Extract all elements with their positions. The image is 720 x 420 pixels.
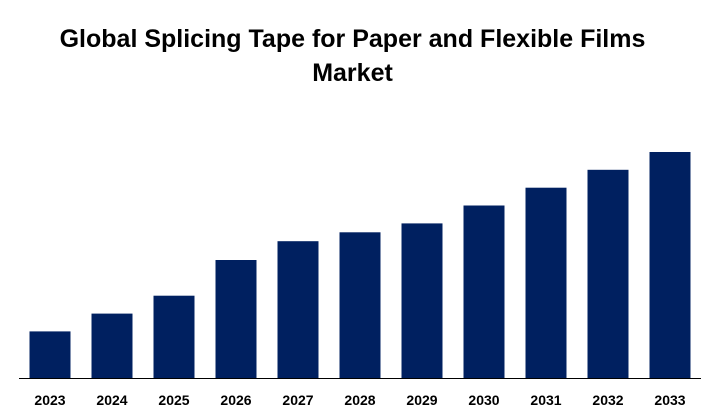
- bar-2026: [215, 260, 257, 378]
- bar-2024: [91, 313, 133, 378]
- bar-2031: [525, 187, 567, 378]
- x-tick-label: 2033: [654, 392, 685, 408]
- bar-2030: [463, 205, 505, 378]
- x-tick-labels: 2023 2024 2025 2026 2027 2028 2029 2030 2031 2032…: [34, 392, 685, 408]
- x-tick-label: 2028: [344, 392, 375, 408]
- bar-2033: [649, 152, 691, 378]
- x-tick-label: 2026: [220, 392, 251, 408]
- x-tick-label: 2025: [158, 392, 189, 408]
- x-tick-label: 2024: [96, 392, 127, 408]
- bar-2023: [29, 331, 71, 378]
- x-tick-label: 2027: [282, 392, 313, 408]
- x-tick-label: 2029: [406, 392, 437, 408]
- x-tick-label: 2031: [530, 392, 561, 408]
- bars-group: [29, 152, 691, 378]
- bar-2025: [153, 295, 195, 378]
- bar-2028: [339, 232, 381, 378]
- bar-2027: [277, 241, 319, 378]
- bar-2032: [587, 169, 629, 378]
- x-tick-label: 2023: [34, 392, 65, 408]
- x-tick-label: 2032: [592, 392, 623, 408]
- x-tick-label: 2030: [468, 392, 499, 408]
- bar-2029: [401, 223, 443, 378]
- chart-title: Global Splicing Tape for Paper and Flexi…: [59, 25, 646, 87]
